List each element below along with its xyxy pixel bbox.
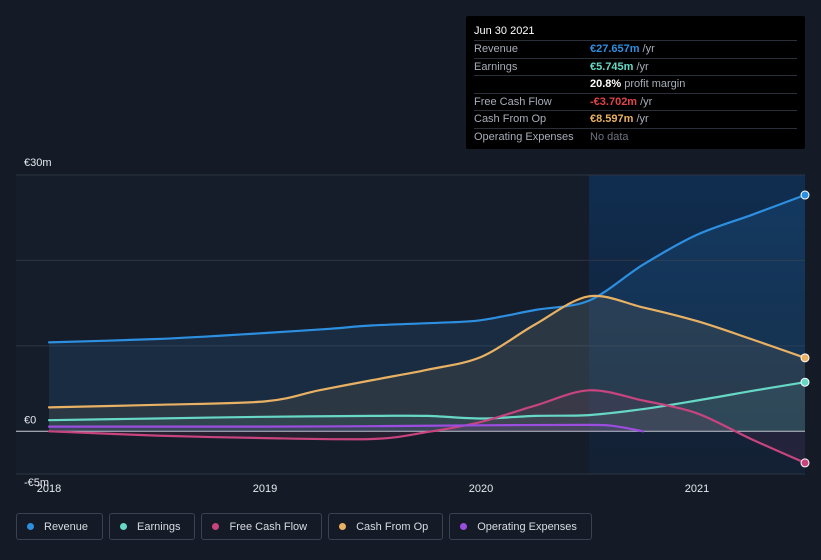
- series-line-earnings: [47, 381, 807, 422]
- legend-dot: [339, 523, 347, 530]
- series-area-operating-expenses: [49, 424, 643, 432]
- tooltip-value: -€3.702m: [590, 95, 638, 108]
- series-endpoint-revenue: [800, 190, 810, 200]
- series-line-free-cash-flow: [47, 389, 807, 464]
- tooltip-label: Free Cash Flow: [474, 95, 552, 108]
- tooltip-label: Earnings: [474, 60, 518, 73]
- tooltip-date: Jun 30 2021: [474, 22, 797, 41]
- y-tick-label: €30m: [24, 157, 52, 169]
- legend: Revenue Earnings Free Cash Flow Cash From O…: [16, 513, 592, 542]
- y-tick-label: €0: [24, 414, 36, 426]
- tooltip-unit: profit margin: [624, 78, 686, 91]
- tooltip-value: €5.745m: [590, 60, 634, 73]
- tooltip-row: Revenue €27.657m/yr: [474, 41, 797, 59]
- legend-label: Cash From Op: [356, 520, 429, 533]
- legend-label: Earnings: [137, 520, 181, 533]
- series-endpoint-cash-from-op: [800, 353, 810, 363]
- tooltip-unit: /yr: [636, 60, 649, 73]
- y-tick-label: -€5m: [24, 477, 49, 489]
- legend-item-operating-expenses[interactable]: Operating Expenses: [449, 513, 592, 540]
- tooltip-value: €8.597m: [590, 113, 634, 126]
- tooltip-row: Operating Expenses No data: [474, 129, 797, 146]
- series-area-cash-from-op: [49, 295, 805, 432]
- tooltip: Jun 30 2021 Revenue €27.657m/yr Earnings €5…: [466, 16, 805, 149]
- tooltip-unit: /yr: [642, 43, 655, 55]
- tooltip-row: 20.8% profit margin: [474, 76, 797, 94]
- legend-item-free-cash-flow[interactable]: Free Cash Flow: [201, 513, 323, 540]
- legend-label: Operating Expenses: [477, 520, 577, 533]
- legend-label: Free Cash Flow: [229, 520, 308, 533]
- x-tick-label: 2020: [469, 483, 493, 495]
- tooltip-row: Earnings €5.745m/yr: [474, 59, 797, 77]
- legend-dot: [460, 523, 468, 530]
- tooltip-unit: /yr: [640, 95, 653, 108]
- legend-label: Revenue: [44, 520, 89, 533]
- legend-item-earnings[interactable]: Earnings: [109, 513, 196, 540]
- tooltip-label: Cash From Op: [474, 113, 547, 126]
- x-tick-label: 2018: [37, 483, 61, 495]
- legend-dot: [212, 523, 220, 530]
- series-line-operating-expenses: [47, 423, 645, 433]
- tooltip-row: Cash From Op €8.597m/yr: [474, 111, 797, 129]
- legend-item-revenue[interactable]: Revenue: [16, 513, 104, 540]
- x-tick-label: 2021: [685, 483, 709, 495]
- tooltip-label: Revenue: [474, 43, 519, 55]
- legend-dot: [120, 523, 128, 530]
- series-line-cash-from-op: [47, 294, 807, 409]
- tooltip-value: €27.657m: [590, 43, 640, 55]
- tooltip-label: [474, 76, 590, 93]
- series-endpoint-earnings: [800, 377, 810, 387]
- series-area-free-cash-flow: [49, 390, 805, 463]
- series-area-revenue: [49, 195, 805, 432]
- tooltip-unit: /yr: [636, 113, 649, 126]
- tooltip-label: Operating Expenses: [474, 130, 574, 143]
- tooltip-row: Free Cash Flow -€3.702m/yr: [474, 94, 797, 112]
- series-endpoint-free-cash-flow: [800, 458, 810, 468]
- legend-dot: [27, 523, 34, 530]
- tooltip-value: 20.8%: [590, 78, 622, 91]
- legend-item-cash-from-op[interactable]: Cash From Op: [328, 513, 444, 540]
- highlight-region: [589, 175, 805, 474]
- series-area-earnings: [49, 382, 805, 432]
- x-tick-label: 2019: [253, 483, 277, 495]
- series-line-revenue: [47, 193, 807, 344]
- tooltip-value: No data: [590, 130, 629, 143]
